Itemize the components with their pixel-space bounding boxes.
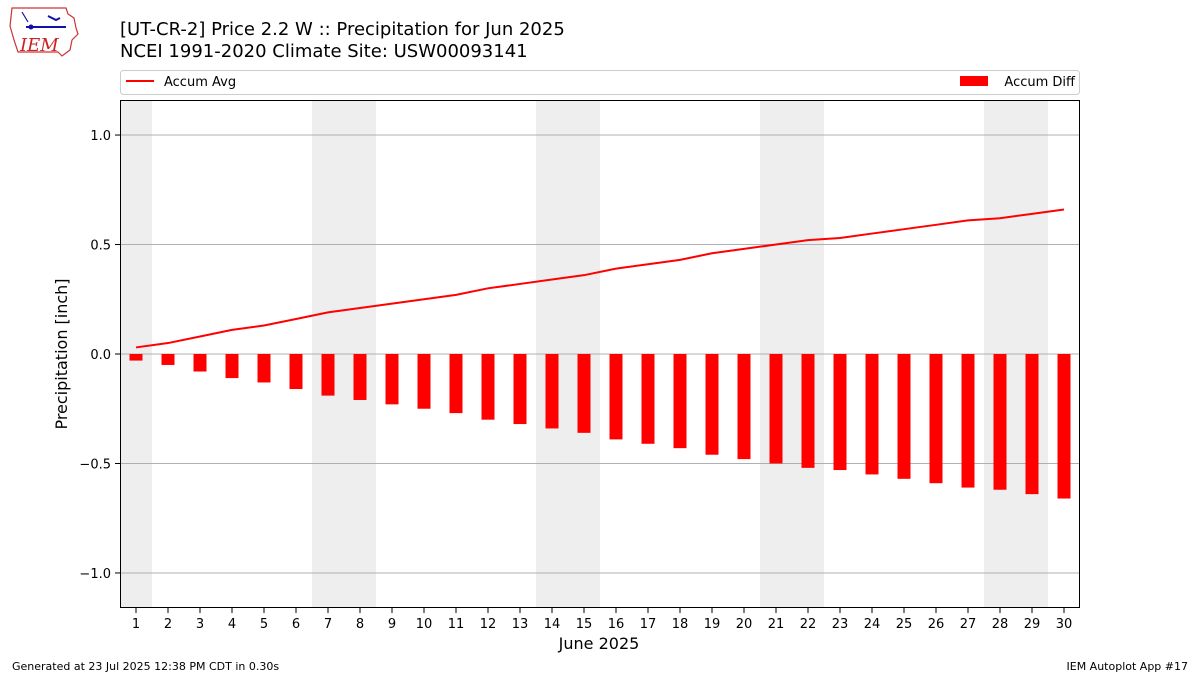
y-tick-label: 0.5 — [90, 239, 111, 254]
bar-accum-diff — [705, 354, 719, 455]
bar-series — [129, 354, 1071, 499]
bar-accum-diff — [865, 354, 879, 475]
x-tick-label: 19 — [704, 617, 721, 632]
bar-accum-diff — [609, 354, 623, 440]
bar-accum-diff — [929, 354, 943, 484]
x-tick-label: 1 — [132, 617, 140, 632]
footer-generated: Generated at 23 Jul 2025 12:38 PM CDT in… — [12, 660, 279, 673]
y-axis-ticks: 1.0 0.5 0.0 −0.5 −1.0 — [79, 129, 120, 582]
x-tick-label: 4 — [228, 617, 236, 632]
bar-accum-diff — [193, 354, 207, 372]
bar-accum-diff — [833, 354, 847, 471]
bar-accum-diff — [993, 354, 1007, 490]
bar-accum-diff — [513, 354, 527, 425]
x-tick-label: 15 — [576, 617, 593, 632]
x-tick-label: 8 — [356, 617, 364, 632]
y-tick-label: −1.0 — [79, 567, 111, 582]
bar-accum-diff — [321, 354, 335, 396]
legend-frame — [120, 70, 1080, 95]
iem-logo: IEM — [9, 7, 79, 57]
legend-label-accum-avg: Accum Avg — [164, 75, 236, 90]
bar-accum-diff — [449, 354, 463, 414]
x-tick-label: 14 — [544, 617, 561, 632]
x-tick-label: 30 — [1056, 617, 1073, 632]
bar-accum-diff — [385, 354, 399, 405]
x-tick-label: 12 — [480, 617, 497, 632]
y-tick-label: 0.0 — [90, 348, 111, 363]
x-tick-label: 6 — [292, 617, 300, 632]
footer-app: IEM Autoplot App #17 — [1067, 660, 1189, 673]
x-tick-label: 5 — [260, 617, 268, 632]
legend: Accum Avg Accum Diff — [120, 70, 1080, 95]
bar-accum-diff — [161, 354, 175, 365]
gridlines — [120, 134, 1080, 574]
x-tick-label: 22 — [800, 617, 817, 632]
bar-accum-diff — [577, 354, 591, 433]
bar-accum-diff — [289, 354, 303, 390]
legend-bar-swatch — [960, 76, 988, 86]
x-tick-label: 11 — [448, 617, 465, 632]
x-tick-label: 26 — [928, 617, 945, 632]
bar-accum-diff — [353, 354, 367, 400]
bar-accum-diff — [1057, 354, 1071, 499]
bar-accum-diff — [225, 354, 239, 379]
bar-accum-diff — [737, 354, 751, 460]
x-tick-label: 10 — [416, 617, 433, 632]
chart-title: [UT-CR-2] Price 2.2 W :: Precipitation f… — [120, 19, 565, 40]
bar-accum-diff — [481, 354, 495, 420]
x-tick-label: 16 — [608, 617, 625, 632]
bar-accum-diff — [801, 354, 815, 468]
x-tick-label: 17 — [640, 617, 657, 632]
y-tick-label: 1.0 — [90, 129, 111, 144]
x-tick-label: 2 — [164, 617, 172, 632]
x-tick-label: 23 — [832, 617, 849, 632]
bar-accum-diff — [417, 354, 431, 409]
x-axis-ticks: 1 2 3 4 5 6 7 8 9 10 11 12 13 14 15 16 17 18 19 20 21 22 23 24 2… — [132, 608, 1072, 632]
x-tick-label: 28 — [992, 617, 1009, 632]
bar-accum-diff — [673, 354, 687, 449]
y-tick-label: −0.5 — [79, 457, 111, 472]
x-tick-label: 29 — [1024, 617, 1041, 632]
x-tick-label: 9 — [388, 617, 396, 632]
x-tick-label: 27 — [960, 617, 977, 632]
plot-frame — [120, 100, 1080, 608]
x-tick-label: 20 — [736, 617, 753, 632]
bar-accum-diff — [545, 354, 559, 429]
bar-accum-diff — [769, 354, 783, 464]
y-axis-label: Precipitation [inch] — [52, 278, 71, 429]
x-axis-label: June 2025 — [558, 634, 640, 653]
logo-text: IEM — [19, 35, 59, 56]
x-tick-label: 3 — [196, 617, 204, 632]
x-tick-label: 7 — [324, 617, 332, 632]
chart-subtitle: NCEI 1991-2020 Climate Site: USW00093141 — [120, 41, 528, 62]
x-tick-label: 21 — [768, 617, 785, 632]
bar-accum-diff — [1025, 354, 1039, 495]
legend-label-accum-diff: Accum Diff — [1004, 75, 1076, 90]
bar-accum-diff — [129, 354, 143, 361]
x-tick-label: 24 — [864, 617, 881, 632]
bar-accum-diff — [641, 354, 655, 444]
bar-accum-diff — [961, 354, 975, 488]
x-tick-label: 13 — [512, 617, 529, 632]
bar-accum-diff — [897, 354, 911, 479]
line-series — [135, 208, 1065, 349]
x-tick-label: 18 — [672, 617, 689, 632]
x-tick-label: 25 — [896, 617, 913, 632]
line-accum-avg — [135, 208, 1065, 349]
bar-accum-diff — [257, 354, 271, 383]
